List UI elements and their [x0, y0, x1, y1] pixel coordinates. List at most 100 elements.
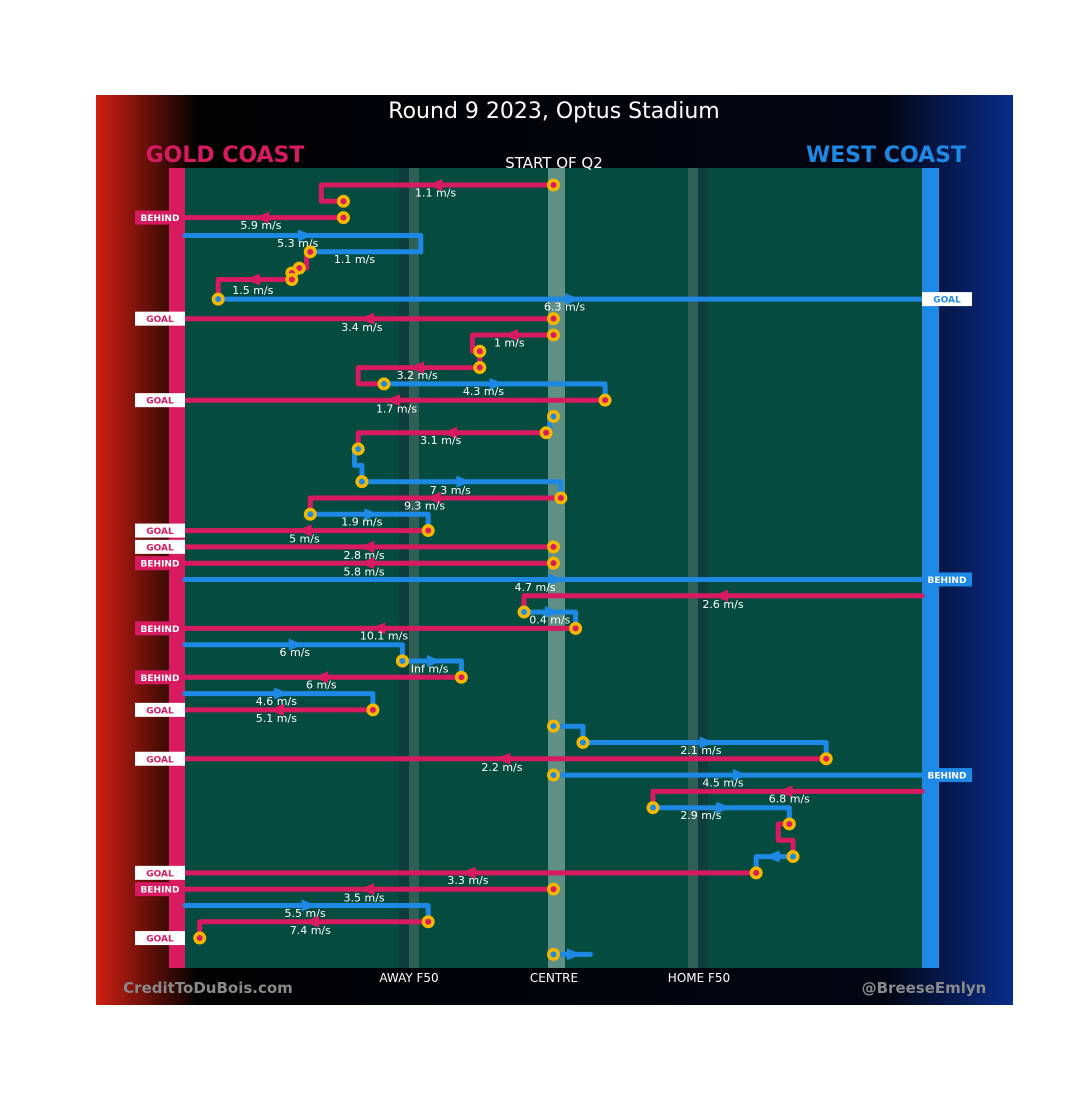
chart-title: Round 9 2023, Optus Stadium — [388, 99, 719, 124]
direction-arrow — [716, 801, 732, 814]
badge-label: GOAL — [146, 397, 174, 407]
speed-label: 10.1 m/s — [360, 630, 408, 643]
direction-arrow — [777, 785, 793, 798]
badge-label: GOAL — [146, 706, 174, 716]
chain-start-dot — [550, 413, 557, 420]
direction-arrow — [544, 606, 560, 619]
badge-box — [135, 523, 185, 538]
direction-arrow — [408, 361, 424, 374]
speed-label: 6.8 m/s — [769, 793, 810, 806]
chain-start-dot — [458, 674, 465, 681]
direction-arrow — [565, 293, 581, 306]
direction-arrow — [489, 377, 505, 390]
badge-label: BEHIND — [141, 886, 180, 896]
team-right-label: WEST COAST — [806, 143, 966, 168]
goal-badge: GOAL — [135, 311, 185, 326]
chain-start-dot — [572, 625, 579, 632]
possession-chain: 4.7 m/s — [182, 573, 925, 594]
direction-arrow — [460, 866, 476, 879]
chain-start-dot — [550, 315, 557, 322]
possession-chain: 7.4 m/s — [193, 915, 435, 945]
badge-box — [922, 768, 972, 783]
badge-box — [135, 539, 185, 554]
direction-arrow — [495, 752, 511, 765]
chain-start-dot — [358, 478, 365, 485]
direction-arrow — [385, 394, 401, 407]
chain-start-dot — [649, 804, 656, 811]
possession-chain — [547, 947, 593, 961]
chain-start-dot — [823, 755, 830, 762]
possession-chain: 2.2 m/s — [182, 752, 833, 774]
speed-label: 1.9 m/s — [341, 516, 382, 529]
direction-arrow — [442, 426, 458, 439]
home-f50-line — [688, 168, 698, 968]
badge-label: BEHIND — [141, 674, 180, 684]
chain-start-dot — [425, 918, 432, 925]
possession-chain — [547, 409, 560, 436]
possession-chain — [351, 442, 365, 485]
chain-start-dot — [550, 723, 557, 730]
speed-label: 4.5 m/s — [702, 776, 743, 789]
zone-away-label: AWAY F50 — [379, 971, 438, 985]
speed-label: 5.8 m/s — [344, 565, 385, 578]
chain-start-dot — [307, 248, 314, 255]
direction-arrow — [502, 328, 518, 341]
chain-end-dot — [476, 348, 483, 355]
chain-start-dot — [753, 869, 760, 876]
badge-box — [135, 931, 185, 946]
speed-label: 3.2 m/s — [397, 369, 438, 382]
speed-label: 1.5 m/s — [232, 284, 273, 297]
speed-label: 5.9 m/s — [240, 219, 281, 232]
home-f50-band — [698, 168, 708, 968]
speed-label: 2.1 m/s — [680, 744, 721, 757]
badge-box — [135, 865, 185, 880]
badge-label: GOAL — [146, 935, 174, 945]
possession-chain: 2.8 m/s — [182, 540, 560, 562]
chains-layer: 1.1 m/s5.9 m/s5.3 m/s1.1 m/s1.5 m/s6.3 m… — [182, 178, 925, 961]
direction-arrow — [359, 540, 375, 553]
goal-badge: GOAL — [135, 865, 185, 880]
chain-start-dot — [550, 331, 557, 338]
direction-arrow — [427, 179, 443, 191]
goal-badge: GOAL — [135, 523, 185, 538]
chain-start-dot — [550, 951, 557, 958]
speed-label: 6.3 m/s — [544, 300, 585, 313]
chain-start-dot — [399, 657, 406, 664]
speed-label: 4.3 m/s — [463, 385, 504, 398]
direction-arrow — [359, 557, 375, 570]
chain-start-dot — [557, 494, 564, 501]
chain-start-dot — [550, 182, 557, 188]
badge-box — [922, 572, 972, 587]
badge-label: BEHIND — [141, 214, 180, 224]
possession-chain: 1.7 m/s — [182, 393, 612, 415]
goal-badge: GOAL — [135, 393, 185, 408]
direction-arrow — [426, 654, 442, 667]
direction-arrow — [268, 703, 284, 716]
badge-label: BEHIND — [141, 625, 180, 635]
chain-end-dot — [296, 265, 303, 272]
badge-box — [135, 621, 185, 636]
speed-label: 3.3 m/s — [447, 874, 488, 887]
chain-start-dot — [579, 739, 586, 746]
possession-chain: 5.9 m/s — [182, 211, 350, 232]
possession-chain: 1 m/s — [469, 328, 560, 371]
badge-label: GOAL — [146, 543, 174, 553]
direction-arrow — [313, 671, 329, 684]
badge-box — [922, 292, 972, 307]
direction-arrow — [732, 769, 748, 782]
chain-start-dot — [425, 527, 432, 534]
west-coast-goal-bar — [922, 168, 939, 968]
speed-label: 0.4 m/s — [529, 613, 570, 626]
goal-badge: GOAL — [135, 751, 185, 766]
speed-label: 2.8 m/s — [344, 549, 385, 562]
chain-start-dot — [521, 609, 528, 616]
speed-label: 7.4 m/s — [290, 924, 331, 937]
badge-box — [135, 670, 185, 685]
badge-box — [135, 311, 185, 326]
direction-arrow — [425, 491, 441, 504]
badge-label: BEHIND — [928, 772, 967, 782]
chain-start-dot — [550, 543, 557, 550]
badge-label: GOAL — [146, 315, 174, 325]
badge-box — [135, 556, 185, 571]
speed-label: 5 m/s — [289, 533, 320, 546]
